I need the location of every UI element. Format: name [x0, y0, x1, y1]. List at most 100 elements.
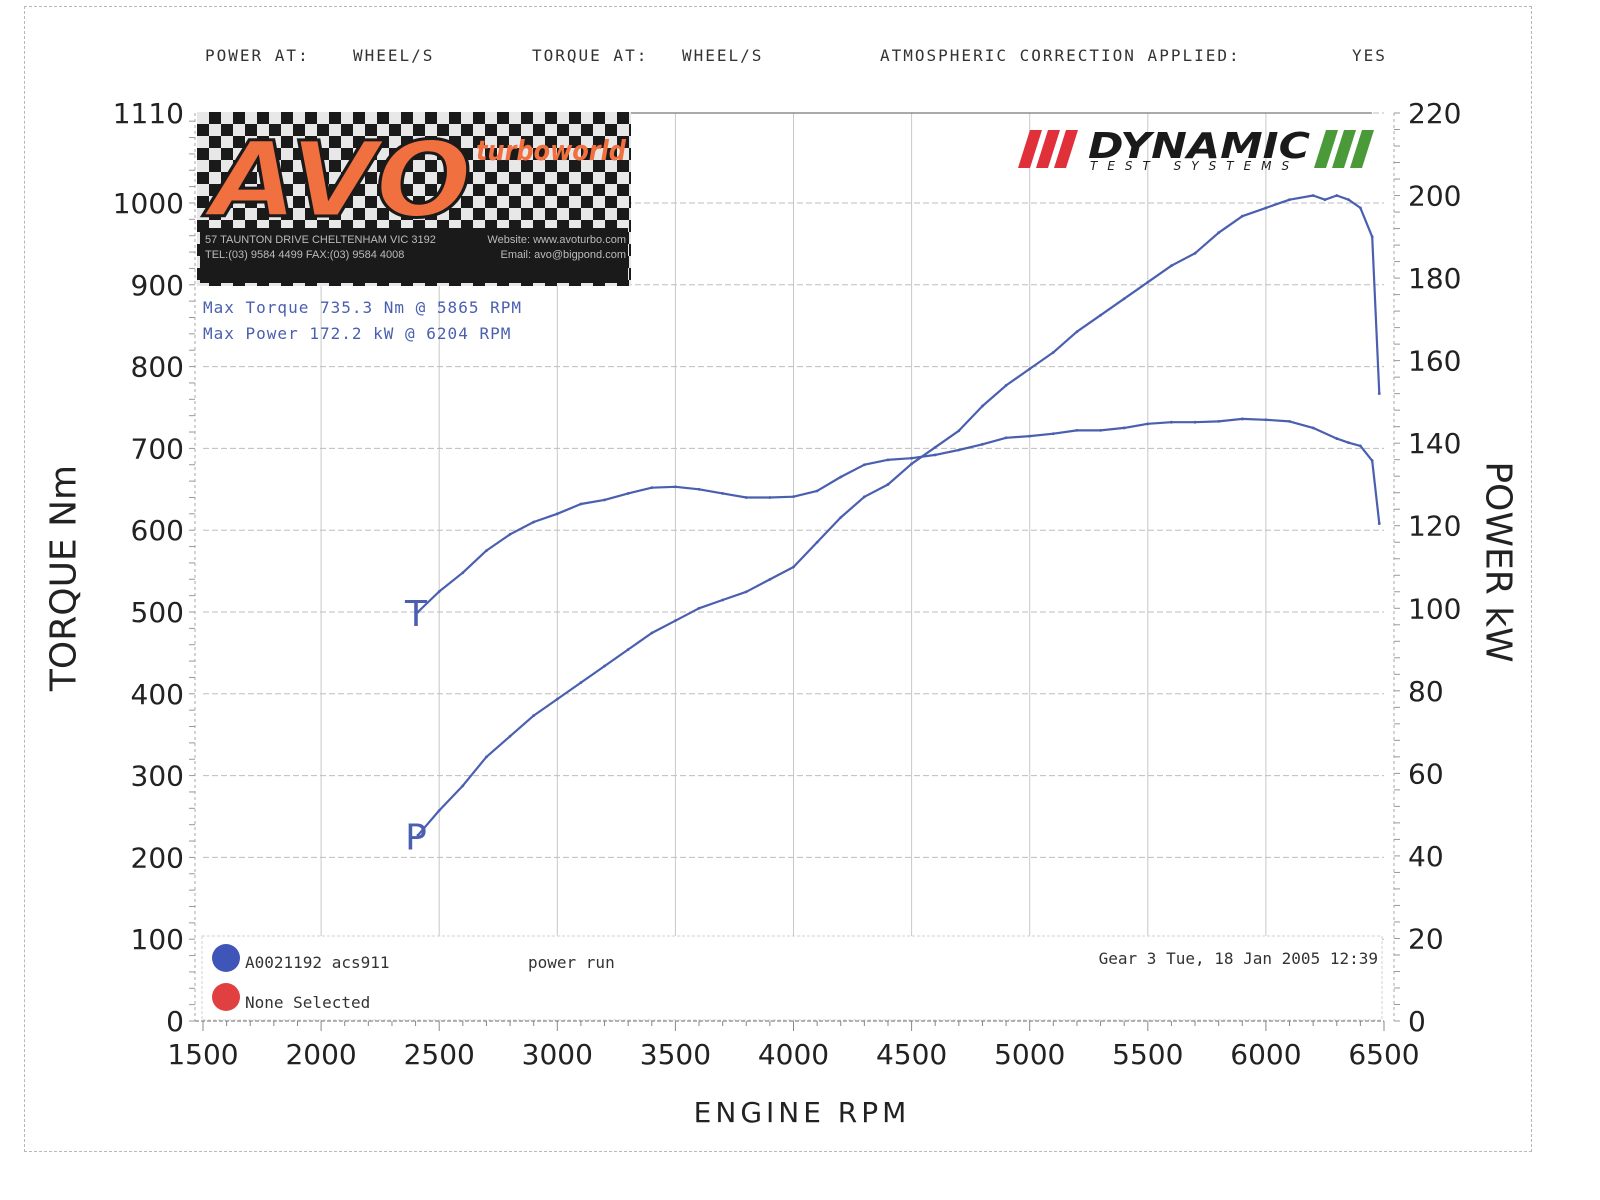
- dynamic-logo-text: DYNAMIC: [1088, 126, 1311, 167]
- data-point: [626, 491, 630, 495]
- data-point: [910, 456, 913, 460]
- data-point: [792, 495, 795, 499]
- y-tick-label: 400: [131, 678, 184, 711]
- y2-tick-label: 200: [1408, 180, 1461, 213]
- data-point: [1075, 428, 1079, 432]
- data-point: [1099, 313, 1102, 317]
- data-point: [1170, 420, 1173, 424]
- data-point: [603, 498, 606, 502]
- data-point: [1028, 367, 1032, 371]
- data-point: [1099, 428, 1102, 432]
- data-point: [1370, 235, 1374, 239]
- data-point: [697, 606, 701, 610]
- x-tick-label: 3000: [522, 1038, 593, 1071]
- data-point: [886, 458, 890, 462]
- data-point: [981, 404, 984, 408]
- data-point: [862, 463, 866, 467]
- y2-tick-label: 60: [1408, 757, 1444, 790]
- y-tick-label: 600: [131, 514, 184, 547]
- data-point: [1217, 419, 1221, 423]
- data-point: [1264, 206, 1268, 210]
- y-tick-label: 0: [166, 1005, 184, 1038]
- avo-logo: AVO turboworld 57 TAUNTON DRIVE CHELTENH…: [197, 112, 631, 286]
- dynamic-logo-subtext: TEST SYSTEMS: [1090, 159, 1299, 173]
- data-point: [1146, 280, 1150, 284]
- data-point: [437, 590, 441, 593]
- data-point: [1347, 441, 1350, 445]
- data-point: [957, 429, 961, 433]
- y2-tick-label: 140: [1408, 427, 1461, 460]
- power-at-value: WHEEL/S: [353, 46, 435, 65]
- data-point: [1170, 264, 1173, 268]
- run1-color-dot: [212, 944, 240, 972]
- data-point: [555, 512, 559, 516]
- data-point: [416, 833, 420, 837]
- data-point: [744, 590, 748, 594]
- y-tick-label: 200: [131, 841, 184, 874]
- data-point: [768, 496, 772, 499]
- y2-tick-label: 80: [1408, 675, 1444, 708]
- data-point: [957, 448, 961, 452]
- y-tick-label: 1110: [113, 97, 184, 130]
- y-tick-label: 1000: [113, 187, 184, 220]
- data-point: [1358, 206, 1362, 210]
- y-tick-label: 900: [131, 269, 184, 302]
- data-point: [1122, 426, 1126, 430]
- data-point: [674, 619, 677, 623]
- data-point: [1264, 418, 1268, 422]
- data-point: [1075, 330, 1079, 334]
- data-point: [555, 697, 559, 701]
- data-point: [579, 502, 583, 506]
- data-point: [532, 520, 536, 524]
- data-point: [485, 755, 488, 759]
- x-tick-label: 2500: [404, 1038, 475, 1071]
- data-point: [461, 784, 465, 788]
- torque-at-value: WHEEL/S: [682, 46, 764, 65]
- avo-logo-text: AVO: [202, 119, 472, 241]
- data-point: [485, 549, 488, 553]
- legend: A0021192 acs911 power run Gear 3 Tue, 18…: [201, 935, 1383, 1021]
- avo-email: Email: avo@bigpond.com: [500, 249, 626, 261]
- y-tick-label: 800: [131, 351, 184, 384]
- data-point: [839, 475, 843, 479]
- y2-tick-label: 220: [1408, 97, 1461, 130]
- dynamic-test-systems-logo: DYNAMIC TEST SYSTEMS: [1018, 126, 1374, 173]
- data-point: [981, 442, 984, 446]
- y2-tick-label: 120: [1408, 510, 1461, 543]
- y2-tick-label: 40: [1408, 840, 1444, 873]
- x-tick-label: 6000: [1230, 1038, 1301, 1071]
- data-point: [461, 571, 465, 575]
- x-tick-label: 5000: [994, 1038, 1065, 1071]
- data-point: [1288, 419, 1291, 423]
- data-point: [1122, 297, 1126, 301]
- data-point: [1347, 198, 1350, 202]
- data-point: [1323, 198, 1327, 202]
- run2-color-dot: [212, 983, 240, 1011]
- data-point: [626, 648, 630, 651]
- data-point: [1311, 426, 1315, 430]
- data-point: [768, 577, 772, 581]
- y2-tick-label: 160: [1408, 345, 1461, 378]
- data-point: [721, 598, 725, 602]
- y-tick-label: 500: [131, 596, 184, 629]
- atmospheric-correction-label: ATMOSPHERIC CORRECTION APPLIED:: [880, 46, 1241, 65]
- x-axis-title: ENGINE RPM: [693, 1096, 911, 1129]
- data-point: [744, 496, 748, 499]
- data-point: [603, 664, 606, 668]
- y2-tick-label: 100: [1408, 592, 1461, 625]
- data-point: [1377, 522, 1381, 526]
- data-point: [508, 734, 512, 738]
- data-point: [1004, 384, 1008, 387]
- torque-curve: [417, 417, 1381, 613]
- run1-type: power run: [528, 953, 615, 972]
- torque-curve-marker: T: [404, 594, 428, 635]
- data-point: [532, 714, 536, 717]
- data-point: [650, 631, 654, 635]
- data-point: [650, 486, 654, 490]
- y2-tick-label: 0: [1408, 1005, 1426, 1038]
- series-group: TP: [404, 194, 1381, 858]
- x-tick-label: 2000: [285, 1038, 356, 1071]
- data-point: [1193, 420, 1197, 424]
- data-point: [1311, 194, 1315, 197]
